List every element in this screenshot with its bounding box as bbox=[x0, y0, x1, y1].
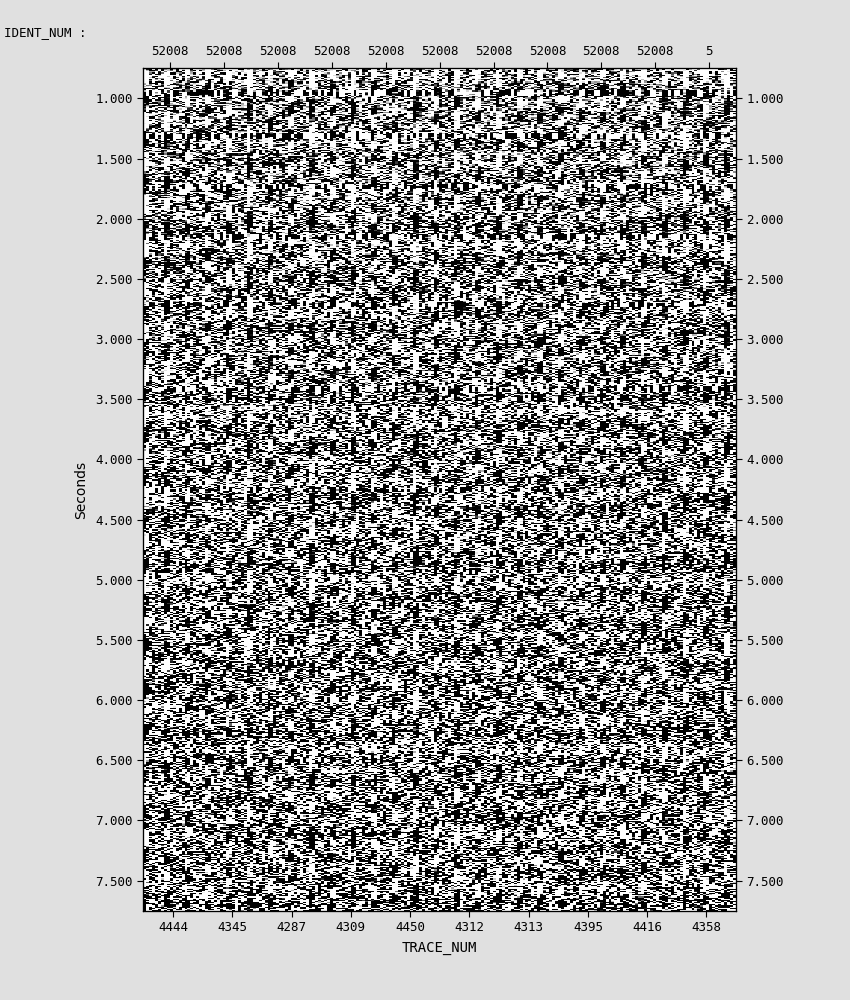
Text: IDENT_NUM :: IDENT_NUM : bbox=[4, 26, 87, 39]
X-axis label: TRACE_NUM: TRACE_NUM bbox=[402, 941, 478, 955]
Y-axis label: Seconds: Seconds bbox=[75, 460, 88, 519]
